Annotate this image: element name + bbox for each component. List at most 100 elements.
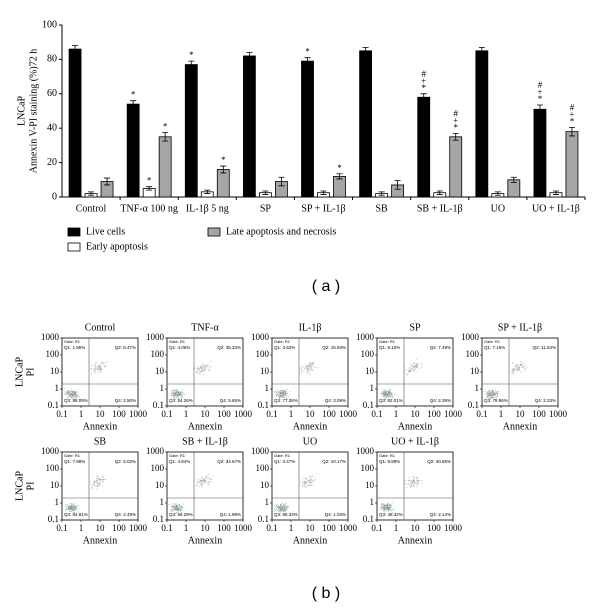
bar bbox=[68, 48, 82, 198]
event-dot bbox=[172, 395, 174, 397]
event-dot bbox=[278, 396, 280, 398]
event-dot bbox=[282, 509, 284, 511]
event-dot bbox=[70, 393, 72, 395]
event-dot bbox=[494, 389, 496, 391]
event-dot bbox=[281, 501, 283, 503]
event-dot bbox=[69, 395, 71, 397]
event-dot bbox=[198, 367, 200, 369]
event-dot bbox=[519, 364, 521, 366]
event-dot bbox=[95, 476, 97, 478]
event-dot bbox=[308, 477, 310, 479]
event-dot bbox=[383, 390, 385, 392]
x-tick-label: SB + IL-1β bbox=[417, 203, 463, 214]
event-dot bbox=[204, 370, 206, 372]
event-dot bbox=[94, 367, 96, 369]
event-dot bbox=[71, 393, 73, 395]
event-dot bbox=[312, 484, 314, 486]
x-tick-label: 1000 bbox=[129, 523, 148, 533]
event-dot bbox=[275, 508, 277, 510]
gate-label: Gate: R1 bbox=[169, 339, 186, 344]
y-tick-label: 100 bbox=[466, 349, 480, 359]
event-dot bbox=[384, 389, 386, 391]
quadrant-label: Q1: 4.84% bbox=[169, 459, 190, 464]
event-dot bbox=[278, 505, 280, 507]
event-dot bbox=[202, 477, 204, 479]
event-dot bbox=[95, 361, 97, 363]
event-dot bbox=[284, 391, 286, 393]
event-dot bbox=[210, 478, 212, 480]
event-dot bbox=[410, 480, 412, 482]
event-dot bbox=[385, 394, 387, 396]
event-dot bbox=[102, 481, 104, 483]
y-tick-label: 10 bbox=[365, 366, 375, 376]
event-dot bbox=[174, 398, 176, 400]
event-dot bbox=[70, 396, 72, 398]
event-dot bbox=[302, 483, 304, 485]
quadrant-label: Q1: 4.06% bbox=[169, 345, 190, 350]
event-dot bbox=[100, 365, 102, 367]
event-dot bbox=[282, 389, 284, 391]
event-dot bbox=[197, 371, 199, 373]
event-dot bbox=[283, 396, 285, 398]
event-dot bbox=[97, 367, 99, 369]
event-dot bbox=[70, 503, 72, 505]
significance-mark: * bbox=[189, 50, 194, 60]
event-dot bbox=[512, 373, 514, 375]
event-dot bbox=[205, 476, 207, 478]
event-dot bbox=[70, 507, 72, 509]
event-dot bbox=[74, 398, 76, 400]
significance-mark: * bbox=[131, 90, 136, 100]
y-axis-label: PI bbox=[25, 482, 36, 491]
event-dot bbox=[101, 370, 103, 372]
event-dot bbox=[412, 371, 414, 373]
x-axis-label: Annexin bbox=[83, 535, 117, 546]
event-dot bbox=[388, 508, 390, 510]
event-dot bbox=[182, 506, 184, 508]
event-dot bbox=[101, 363, 103, 365]
event-dot bbox=[416, 484, 418, 486]
event-dot bbox=[98, 370, 100, 372]
event-dot bbox=[410, 365, 412, 367]
event-dot bbox=[306, 368, 308, 370]
error-bar bbox=[552, 190, 559, 195]
event-dot bbox=[278, 390, 280, 392]
y-tick-label: 80 bbox=[47, 54, 57, 65]
event-dot bbox=[512, 372, 514, 374]
event-dot bbox=[175, 392, 177, 394]
event-dot bbox=[302, 487, 304, 489]
event-dot bbox=[177, 391, 179, 393]
event-dot bbox=[65, 394, 67, 396]
event-dot bbox=[411, 364, 413, 366]
event-dot bbox=[385, 397, 387, 399]
event-dot bbox=[199, 481, 201, 483]
event-dot bbox=[95, 366, 97, 368]
legend-swatch bbox=[67, 227, 81, 237]
event-dot bbox=[91, 369, 93, 371]
event-dot bbox=[73, 391, 75, 393]
significance-mark: * bbox=[147, 176, 152, 186]
event-cloud bbox=[380, 359, 423, 400]
quadrant-label: Q3: 48.32% bbox=[379, 512, 403, 517]
event-dot bbox=[195, 484, 197, 486]
event-dot bbox=[303, 368, 305, 370]
y-tick-label: 0.1 bbox=[48, 400, 59, 410]
x-tick-label: 10 bbox=[201, 409, 211, 419]
event-dot bbox=[307, 480, 309, 482]
event-dot bbox=[493, 395, 495, 397]
x-axis-label: Annexin bbox=[188, 535, 222, 546]
event-dot bbox=[92, 479, 94, 481]
event-dot bbox=[173, 504, 175, 506]
event-dot bbox=[279, 506, 281, 508]
event-dot bbox=[382, 505, 384, 507]
event-dot bbox=[312, 474, 314, 476]
event-dot bbox=[275, 392, 277, 394]
event-dot bbox=[388, 397, 390, 399]
event-dot bbox=[98, 481, 100, 483]
event-dot bbox=[491, 393, 493, 395]
event-dot bbox=[204, 483, 206, 485]
event-dot bbox=[284, 508, 286, 510]
event-dot bbox=[70, 510, 72, 512]
event-dot bbox=[391, 392, 393, 394]
event-dot bbox=[387, 394, 389, 396]
event-dot bbox=[302, 482, 304, 484]
